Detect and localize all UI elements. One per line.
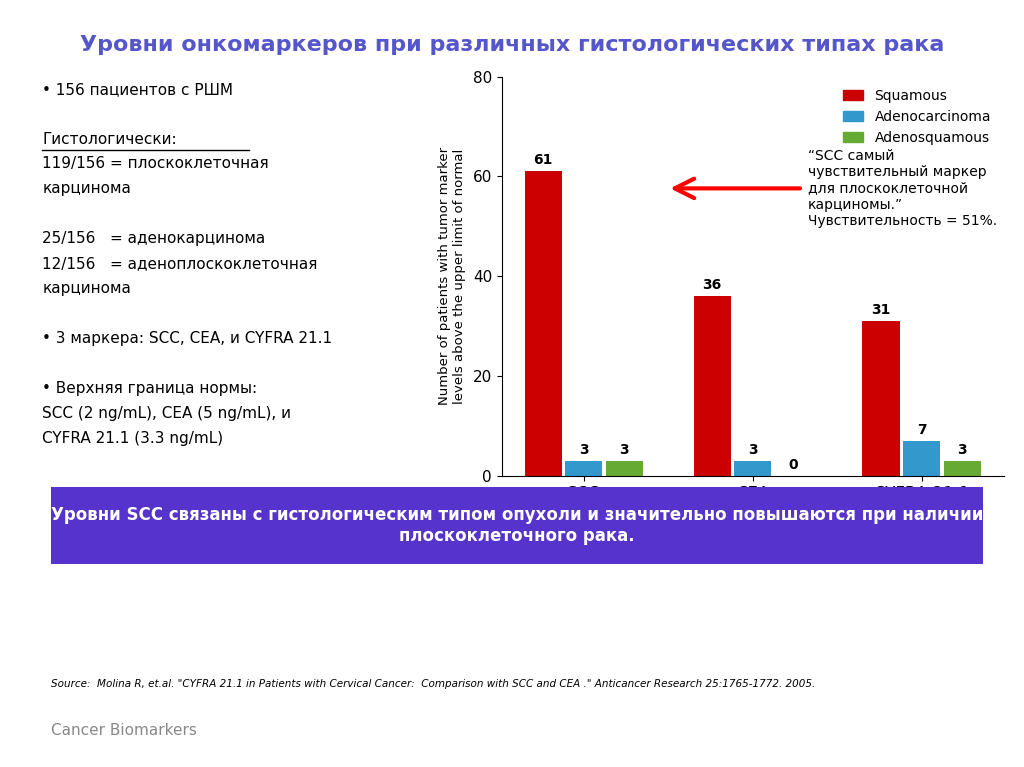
Text: 7: 7	[916, 423, 927, 436]
Text: 25/156   = аденокарцинома: 25/156 = аденокарцинома	[43, 231, 266, 246]
Text: 0: 0	[788, 458, 798, 472]
Text: Гистологически:: Гистологически:	[43, 131, 177, 146]
Bar	[903, 440, 940, 476]
Text: Cancer Biomarkers: Cancer Biomarkers	[51, 723, 197, 738]
Text: CYFRA 21.1 (3.3 ng/mL): CYFRA 21.1 (3.3 ng/mL)	[43, 430, 223, 446]
Text: 36: 36	[702, 278, 722, 292]
Bar	[565, 460, 602, 476]
Text: 12/156   = аденоплоскоклеточная: 12/156 = аденоплоскоклеточная	[43, 256, 317, 272]
Bar	[862, 321, 900, 476]
Bar	[524, 171, 562, 476]
Text: 31: 31	[871, 303, 891, 317]
Text: 3: 3	[579, 443, 589, 456]
Text: • Верхняя граница нормы:: • Верхняя граница нормы:	[43, 380, 258, 396]
Text: карцинома: карцинома	[43, 181, 131, 196]
Text: “SCC самый
чувствительный маркер
для плоскоклеточной
карциномы.”
Чувствительност: “SCC самый чувствительный маркер для пло…	[808, 149, 997, 228]
Text: Source:  Molina R, et.al. "CYFRA 21.1 in Patients with Cervical Cancer:  Compari: Source: Molina R, et.al. "CYFRA 21.1 in …	[51, 679, 815, 689]
Text: 3: 3	[957, 443, 967, 456]
Y-axis label: Number of patients with tumor marker
levels above the upper limit of normal: Number of patients with tumor marker lev…	[437, 147, 466, 405]
Bar	[693, 296, 731, 476]
Bar	[605, 460, 643, 476]
Bar	[734, 460, 771, 476]
Text: 119/156 = плоскоклеточная: 119/156 = плоскоклеточная	[43, 156, 269, 172]
Text: SCC (2 ng/mL), CEA (5 ng/mL), и: SCC (2 ng/mL), CEA (5 ng/mL), и	[43, 406, 292, 421]
Text: 3: 3	[748, 443, 758, 456]
FancyBboxPatch shape	[51, 487, 983, 564]
Text: 3: 3	[620, 443, 629, 456]
Text: • 156 пациентов с РШМ: • 156 пациентов с РШМ	[43, 81, 233, 97]
Text: • 3 маркера: SCC, CEA, и CYFRA 21.1: • 3 маркера: SCC, CEA, и CYFRA 21.1	[43, 331, 333, 346]
Text: 61: 61	[534, 153, 553, 167]
Legend: Squamous, Adenocarcinoma, Adenosquamous: Squamous, Adenocarcinoma, Adenosquamous	[837, 84, 996, 150]
Bar	[943, 460, 981, 476]
Text: Уровни SCC связаны с гистологическим типом опухоли и значительно повышаются при : Уровни SCC связаны с гистологическим тип…	[51, 506, 983, 545]
Text: карцинома: карцинома	[43, 281, 131, 296]
Text: Уровни онкомаркеров при различных гистологических типах рака: Уровни онкомаркеров при различных гистол…	[80, 35, 944, 54]
